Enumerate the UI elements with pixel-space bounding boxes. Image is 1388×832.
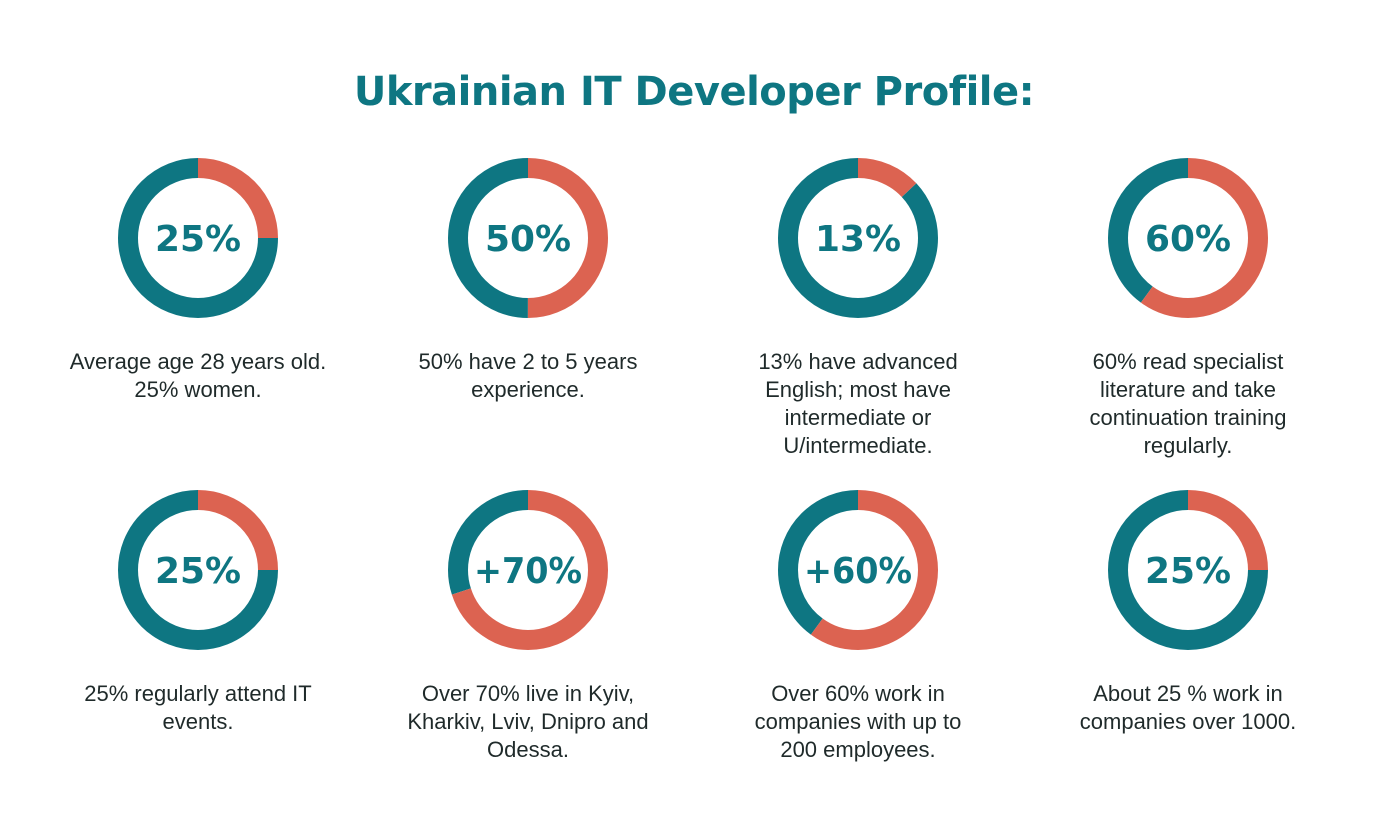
donut-segment-value — [1108, 158, 1268, 318]
donut-chart: 25% — [118, 490, 278, 650]
donut-percent-label: 25% — [155, 551, 241, 592]
donut-segment-value — [1108, 490, 1268, 650]
donut-chart: 50% — [448, 158, 608, 318]
donut-chart: 25% — [1108, 490, 1268, 650]
stat-description: About 25 % work in companies over 1000. — [1079, 681, 1297, 734]
donut-svg: 50% — [448, 158, 608, 318]
donut-segment-value — [118, 490, 278, 650]
donut-segment-value — [448, 158, 608, 318]
donut-svg: 25% — [118, 158, 278, 318]
donut-chart: 13% — [778, 158, 938, 318]
donut-percent-label: 50% — [485, 219, 571, 260]
stat-description: 25% regularly attend IT events. — [84, 681, 312, 734]
donut-svg: 25% — [118, 490, 278, 650]
donut-percent-label: +70% — [474, 551, 582, 592]
stat-description: 60% read specialist literature and take … — [1089, 349, 1287, 458]
donut-segment-value — [448, 490, 608, 650]
stat-description: Average age 28 years old. 25% women. — [69, 349, 327, 402]
donut-chart: +60% — [778, 490, 938, 650]
stat-description: Over 70% live in Kyiv, Kharkiv, Lviv, Dn… — [407, 681, 649, 762]
donut-svg: +70% — [448, 490, 608, 650]
donut-segment-value — [118, 158, 278, 318]
donut-percent-label: 13% — [815, 219, 901, 260]
stat-description: Over 60% work in companies with up to 20… — [754, 681, 962, 762]
stat-description: 50% have 2 to 5 years experience. — [418, 349, 638, 402]
donut-svg: +60% — [778, 490, 938, 650]
donut-svg: 60% — [1108, 158, 1268, 318]
donut-percent-label: 25% — [1145, 551, 1231, 592]
donut-svg: 13% — [778, 158, 938, 318]
page-title: Ukrainian IT Developer Profile: — [353, 69, 1035, 115]
donut-segment-value — [778, 490, 938, 650]
donut-segment-value — [778, 158, 938, 318]
donut-chart: 25% — [118, 158, 278, 318]
stat-description: 13% have advanced English; most have int… — [758, 349, 958, 458]
donut-percent-label: +60% — [804, 551, 912, 592]
donut-chart: 60% — [1108, 158, 1268, 318]
donut-chart: +70% — [448, 490, 608, 650]
donut-svg: 25% — [1108, 490, 1268, 650]
donut-percent-label: 25% — [155, 219, 241, 260]
donut-percent-label: 60% — [1145, 219, 1231, 260]
